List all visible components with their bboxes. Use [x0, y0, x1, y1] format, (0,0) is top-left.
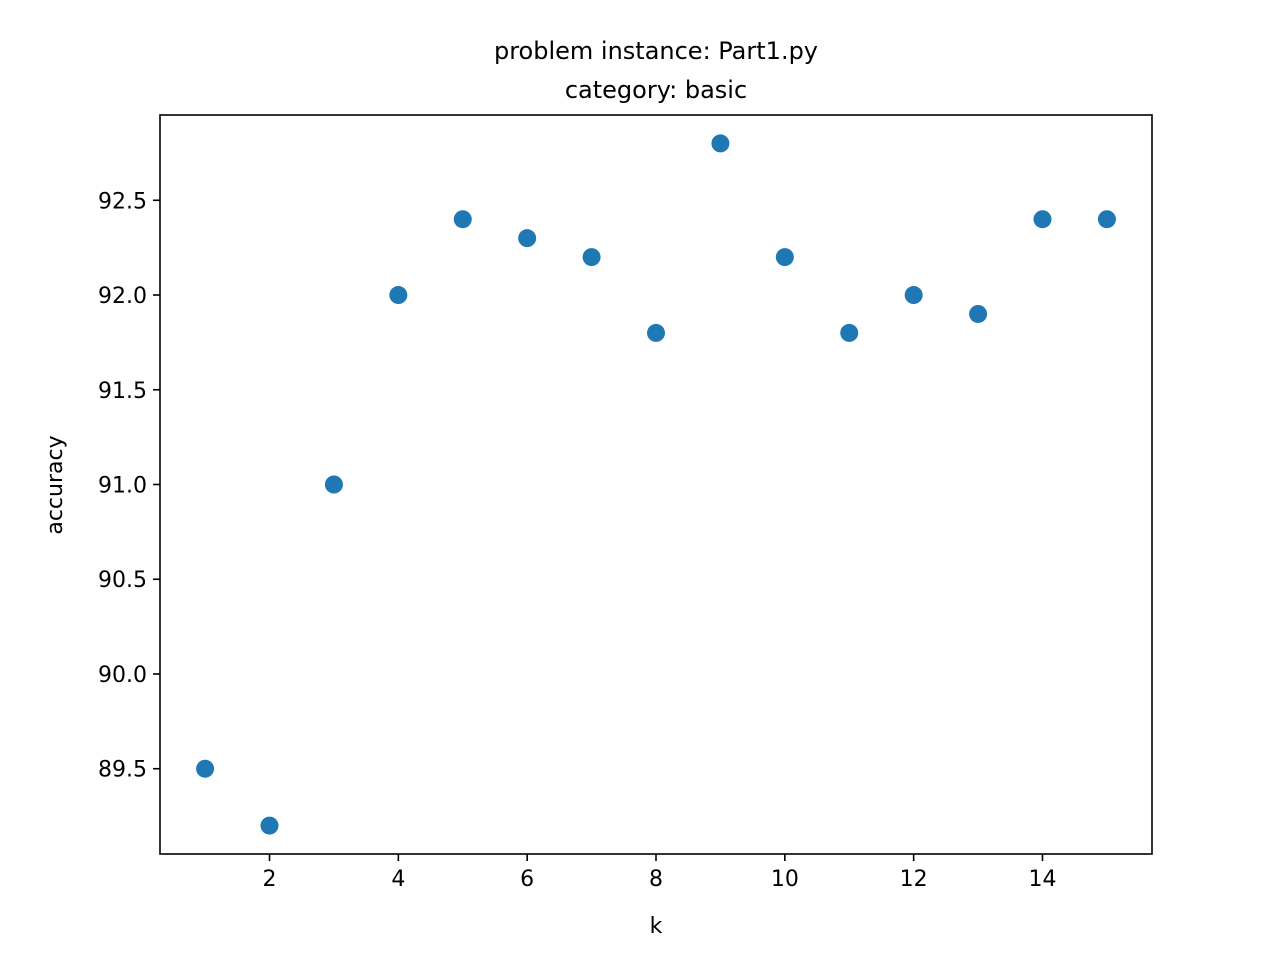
y-axis-label: accuracy: [43, 435, 68, 534]
x-tick-label: 12: [900, 867, 928, 892]
x-tick-label: 10: [771, 867, 799, 892]
plot-area: [196, 134, 1116, 835]
data-point: [582, 248, 601, 267]
y-tick-label: 92.0: [98, 284, 147, 309]
y-tick-label: 92.5: [98, 189, 147, 214]
chart-subtitle: category: basic: [565, 76, 747, 104]
data-point: [840, 323, 859, 342]
x-tick-label: 4: [391, 867, 405, 892]
x-tick-label: 8: [649, 867, 663, 892]
data-point: [324, 475, 343, 494]
x-tick-label: 6: [520, 867, 534, 892]
data-point: [904, 286, 923, 305]
data-point: [969, 304, 988, 323]
x-tick-label: 2: [263, 867, 277, 892]
data-point: [647, 323, 665, 342]
data-point: [260, 816, 279, 835]
y-tick-label: 90.5: [98, 568, 147, 593]
axes-frame: [159, 114, 1153, 855]
y-tick-label: 91.0: [98, 474, 147, 499]
y-tick-label: 89.5: [98, 758, 147, 783]
data-point: [775, 248, 794, 267]
x-tick-label: 14: [1028, 867, 1056, 892]
data-point: [196, 759, 215, 778]
y-tick-label: 90.0: [98, 663, 147, 688]
data-point: [1033, 210, 1052, 229]
data-point: [711, 134, 730, 153]
data-point: [518, 229, 537, 248]
x-axis-label: k: [650, 914, 663, 939]
data-point: [453, 210, 472, 229]
x-axis: 2 4 6 8 10 12 14: [263, 854, 1056, 892]
data-point: [1097, 210, 1116, 229]
chart-title: problem instance: Part1.py: [494, 37, 818, 65]
data-point: [389, 286, 408, 305]
y-tick-label: 91.5: [98, 379, 147, 404]
y-axis: 89.5 90.0 90.5 91.0 91.5 92.0 92.5: [98, 189, 160, 783]
